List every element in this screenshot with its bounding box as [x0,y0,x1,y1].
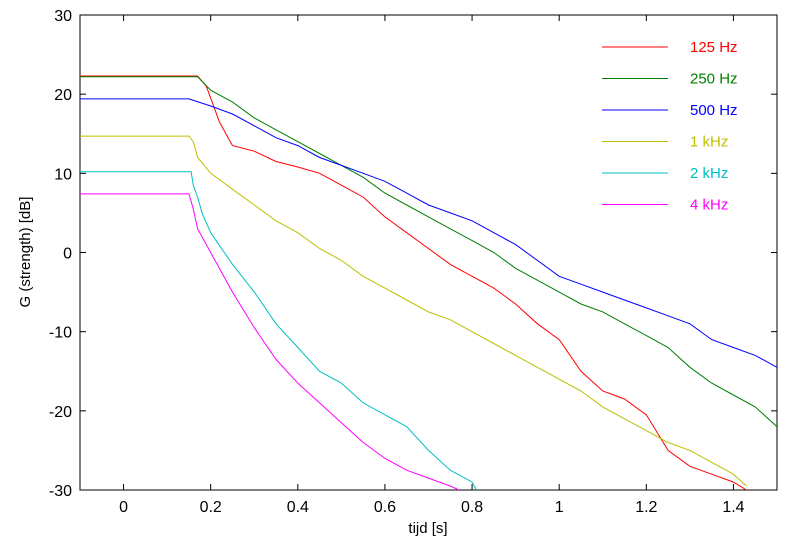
y-axis-label: G (strength) [dB] [17,197,34,308]
x-tick-label: 0.8 [461,499,483,516]
y-tick-label: -20 [49,404,72,421]
series-line-5 [80,193,460,490]
y-tick-label: 20 [54,87,72,104]
series-line-2 [80,98,777,368]
plot-area [79,14,778,491]
legend-label: 500 Hz [690,102,738,119]
x-axis-label: tijd [s] [408,520,447,537]
x-tick-label: 1 [555,499,564,516]
x-tick-label: 1.2 [635,499,657,516]
x-tick-label: 0.6 [374,499,396,516]
axis-ticks: 0 0.2 0.4 0.6 0.8 1 1.2 1.4 30 20 10 0 -10 -20 -30 [49,8,777,516]
legend-label: 125 Hz [690,39,738,56]
series-line-4 [80,171,477,490]
x-tick-label: 1.4 [722,499,744,516]
x-tick-label: 0.4 [287,499,309,516]
y-tick-label: 30 [54,8,72,25]
y-tick-label: -10 [49,325,72,342]
legend-label: 2 kHz [690,165,728,182]
legend-label: 250 Hz [690,71,738,88]
series-line-1 [80,76,777,428]
y-tick-label: 0 [63,246,72,263]
y-tick-label: -30 [49,483,72,500]
legend: 125 Hz 250 Hz 500 Hz 1 kHz 2 kHz 4 kHz [602,39,738,214]
x-tick-label: 0 [119,499,128,516]
series-lines [80,75,777,490]
series-line-3 [80,135,747,487]
series-line-0 [80,75,747,490]
legend-label: 1 kHz [690,134,728,151]
x-tick-label: 0.2 [200,499,222,516]
legend-label: 4 kHz [690,197,728,214]
y-tick-label: 10 [54,166,72,183]
